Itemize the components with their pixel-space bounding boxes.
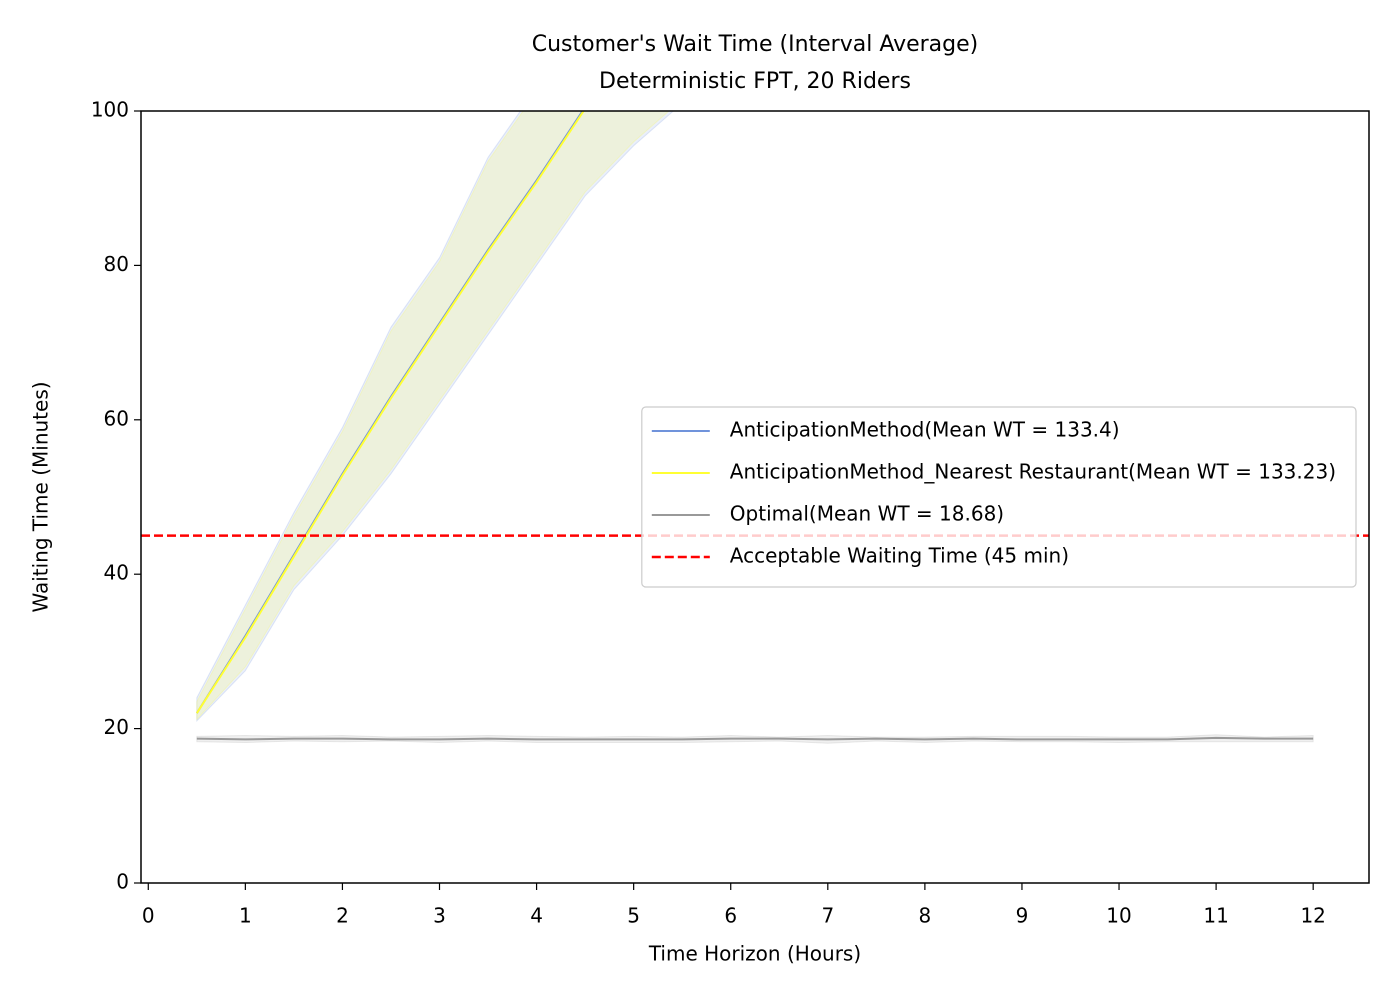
x-tick-label: 2: [336, 904, 349, 928]
x-tick-label: 11: [1203, 904, 1228, 928]
axes-frame: [140, 110, 1370, 884]
y-tick-label: 80: [104, 252, 129, 276]
x-tick-label: 1: [239, 904, 252, 928]
series-line: [195, 111, 584, 714]
y-axis-label: Waiting Time (Minutes): [29, 381, 53, 612]
plot-area: [141, 111, 1369, 744]
x-tick-label: 7: [821, 904, 834, 928]
y-tick-label: 100: [91, 98, 129, 122]
y-tick-label: 60: [104, 406, 129, 430]
y-tick-label: 0: [116, 870, 129, 894]
series-line: [196, 736, 1314, 741]
legend-label: Optimal(Mean WT = 18.68): [730, 502, 1004, 526]
confidence-band: [196, 111, 675, 723]
x-tick-label: 5: [627, 904, 640, 928]
legend-label: AnticipationMethod_Nearest Restaurant(Me…: [730, 460, 1336, 484]
legend-frame: [641, 406, 1357, 588]
legend-label: AnticipationMethod(Mean WT = 133.4): [730, 418, 1120, 442]
series-line: [195, 111, 585, 714]
x-axis-label: Time Horizon (Hours): [648, 942, 861, 966]
x-tick-label: 0: [142, 904, 155, 928]
x-tick-label: 6: [724, 904, 737, 928]
chart-title: Customer's Wait Time (Interval Average): [532, 32, 979, 57]
x-tick-label: 9: [1016, 904, 1029, 928]
x-tick-label: 3: [433, 904, 446, 928]
x-tick-label: 8: [919, 904, 932, 928]
legend: AnticipationMethod(Mean WT = 133.4) Antic…: [641, 406, 1357, 588]
confidence-band: [196, 111, 670, 721]
legend-label: Acceptable Waiting Time (45 min): [730, 544, 1069, 568]
chart-subtitle: Deterministic FPT, 20 Riders: [599, 69, 911, 94]
x-tick-label: 12: [1300, 904, 1325, 928]
y-tick-label: 20: [104, 715, 129, 739]
y-tick-label: 40: [104, 561, 129, 585]
x-tick-label: 4: [530, 904, 543, 928]
x-tick-label: 10: [1106, 904, 1131, 928]
